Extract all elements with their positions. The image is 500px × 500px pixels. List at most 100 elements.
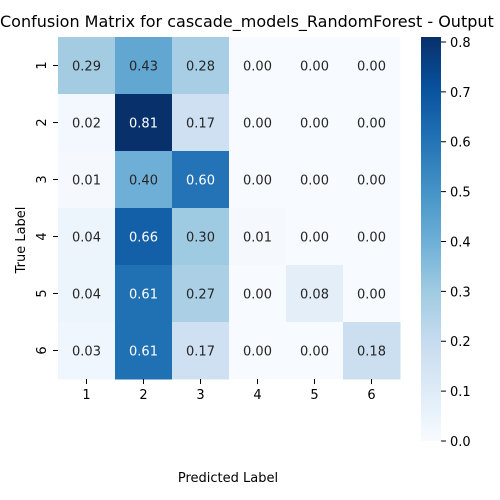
cell-value-r5-c5: 0.08 — [300, 288, 329, 303]
y-tick-label-1: 1 — [35, 61, 50, 69]
cell-value-r1-c4: 0.00 — [243, 60, 272, 75]
y-tick-label-3: 3 — [35, 175, 50, 183]
heatmap-cell-r2-c4 — [229, 94, 287, 152]
heatmap-cell-r2-c2 — [115, 94, 173, 152]
heatmap-cell-r1-c1 — [58, 37, 116, 95]
heatmap-cell-r1-c6 — [343, 37, 401, 95]
cell-value-r4-c3: 0.30 — [186, 231, 215, 246]
cell-value-r3-c3: 0.60 — [186, 174, 215, 189]
y-tick-label-5: 5 — [35, 289, 50, 297]
colorbar-tick-label: 0.7 — [450, 86, 471, 101]
cell-value-r2-c1: 0.02 — [72, 117, 101, 132]
heatmap-cell-r4-c2 — [115, 208, 173, 266]
colorbar-tick-label: 0.6 — [450, 136, 471, 151]
heatmap-cell-r2-c3 — [172, 94, 230, 152]
heatmap-cell-r6-c3 — [172, 322, 230, 380]
cell-value-r6-c4: 0.00 — [243, 345, 272, 360]
x-tick-label-6: 6 — [367, 388, 375, 403]
x-tick-label-4: 4 — [253, 388, 261, 403]
cell-value-r4-c2: 0.66 — [129, 231, 158, 246]
heatmap-cell-r4-c1 — [58, 208, 116, 266]
cell-value-r3-c6: 0.00 — [357, 174, 386, 189]
colorbar-tick-label: 0.3 — [450, 285, 471, 300]
heatmap-cell-r6-c4 — [229, 322, 287, 380]
cell-value-r2-c2: 0.81 — [129, 117, 158, 132]
heatmap-cell-r2-c6 — [343, 94, 401, 152]
cell-value-r6-c3: 0.17 — [186, 345, 215, 360]
colorbar: 0.0 0.1 0.2 0.3 0.4 0.5 0.6 0.7 0.8 — [421, 36, 471, 450]
x-axis: 1 2 3 4 5 6 — [82, 379, 376, 403]
heatmap-cell-r1-c3 — [172, 37, 230, 95]
cell-value-r3-c1: 0.01 — [72, 174, 101, 189]
colorbar-tick-label: 0.8 — [450, 36, 471, 51]
cell-value-r6-c2: 0.61 — [129, 345, 158, 360]
heatmap-cell-r3-c6 — [343, 151, 401, 209]
colorbar-tick-label: 0.2 — [450, 335, 471, 350]
heatmap-cell-r3-c1 — [58, 151, 116, 209]
cell-value-r6-c5: 0.00 — [300, 345, 329, 360]
colorbar-gradient — [421, 37, 441, 441]
heatmap-cell-r1-c5 — [286, 37, 344, 95]
cell-value-r4-c4: 0.01 — [243, 231, 272, 246]
heatmap-cells: 0.29 0.43 0.28 0.00 0.00 0.00 0.02 0.81 0.17 0.00… — [58, 37, 401, 380]
heatmap-cell-r6-c1 — [58, 322, 116, 380]
cell-value-r5-c6: 0.00 — [357, 288, 386, 303]
x-tick-label-1: 1 — [82, 388, 90, 403]
colorbar-tick-label: 0.1 — [450, 385, 471, 400]
cell-value-r1-c1: 0.29 — [72, 60, 101, 75]
heatmap-cell-r5-c5 — [286, 265, 344, 323]
cell-value-r1-c5: 0.00 — [300, 60, 329, 75]
y-axis-label: True Label — [14, 207, 29, 275]
x-tick-label-2: 2 — [139, 388, 147, 403]
heatmap-cell-r5-c2 — [115, 265, 173, 323]
chart-title: Confusion Matrix for cascade_models_Rand… — [0, 12, 500, 31]
colorbar-tick-label: 0.5 — [450, 186, 471, 201]
cell-value-r5-c2: 0.61 — [129, 288, 158, 303]
cell-value-r1-c6: 0.00 — [357, 60, 386, 75]
cell-value-r1-c3: 0.28 — [186, 60, 215, 75]
cell-value-r5-c3: 0.27 — [186, 288, 215, 303]
heatmap-cell-r3-c2 — [115, 151, 173, 209]
heatmap-cell-r6-c5 — [286, 322, 344, 380]
cell-value-r4-c5: 0.00 — [300, 231, 329, 246]
x-tick-label-5: 5 — [310, 388, 318, 403]
cell-value-r6-c6: 0.18 — [357, 345, 386, 360]
cell-value-r2-c3: 0.17 — [186, 117, 215, 132]
heatmap-cell-r2-c5 — [286, 94, 344, 152]
cell-value-r4-c1: 0.04 — [72, 231, 101, 246]
cell-value-r5-c1: 0.04 — [72, 288, 101, 303]
x-tick-label-3: 3 — [196, 388, 204, 403]
heatmap-cell-r5-c4 — [229, 265, 287, 323]
heatmap-cell-r3-c5 — [286, 151, 344, 209]
cell-value-r1-c2: 0.43 — [129, 60, 158, 75]
heatmap-cell-r5-c3 — [172, 265, 230, 323]
y-tick-label-6: 6 — [35, 346, 50, 354]
x-axis-label: Predicted Label — [178, 471, 278, 486]
y-tick-label-4: 4 — [35, 232, 50, 240]
cell-value-r2-c6: 0.00 — [357, 117, 386, 132]
heatmap-cell-r1-c2 — [115, 37, 173, 95]
cell-value-r2-c5: 0.00 — [300, 117, 329, 132]
cell-value-r3-c4: 0.00 — [243, 174, 272, 189]
heatmap-cell-r1-c4 — [229, 37, 287, 95]
heatmap-cell-r2-c1 — [58, 94, 116, 152]
cell-value-r5-c4: 0.00 — [243, 288, 272, 303]
y-axis: 1 2 3 4 5 6 — [35, 61, 58, 355]
heatmap-cell-r6-c6 — [343, 322, 401, 380]
heatmap-cell-r4-c4 — [229, 208, 287, 266]
cell-value-r2-c4: 0.00 — [243, 117, 272, 132]
cell-value-r3-c5: 0.00 — [300, 174, 329, 189]
heatmap-cell-r6-c2 — [115, 322, 173, 380]
cell-value-r6-c1: 0.03 — [72, 345, 101, 360]
heatmap-cell-r3-c3 — [172, 151, 230, 209]
heatmap-cell-r4-c5 — [286, 208, 344, 266]
y-tick-label-2: 2 — [35, 118, 50, 126]
heatmap-cell-r5-c6 — [343, 265, 401, 323]
heatmap-cell-r3-c4 — [229, 151, 287, 209]
cell-value-r3-c2: 0.40 — [129, 174, 158, 189]
cell-value-r4-c6: 0.00 — [357, 231, 386, 246]
colorbar-tick-label: 0.4 — [450, 235, 471, 250]
heatmap-cell-r5-c1 — [58, 265, 116, 323]
